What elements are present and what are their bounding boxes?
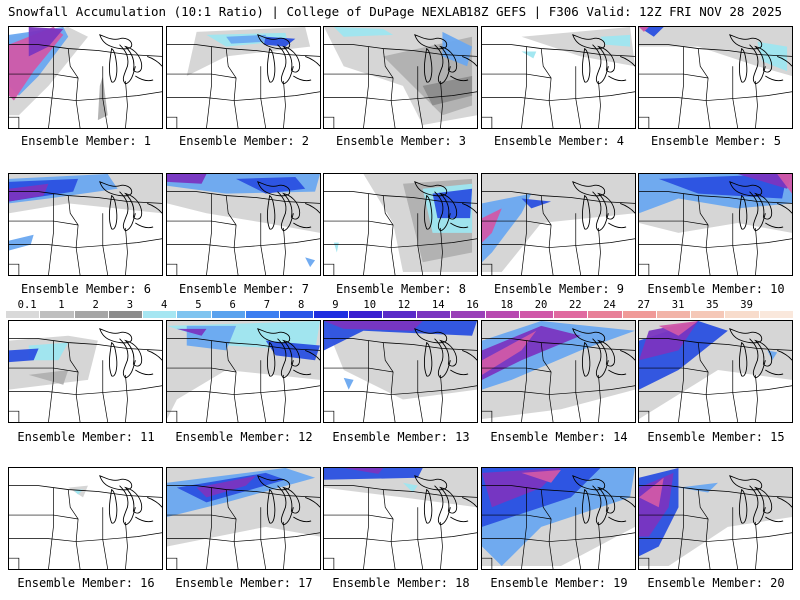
legend-tick-label: 39 — [740, 299, 753, 311]
member-map-10 — [638, 173, 793, 276]
chart-title: Snowfall Accumulation (10:1 Ratio) | Col… — [8, 4, 468, 19]
member-map-8 — [323, 173, 478, 276]
member-map-2 — [166, 26, 321, 129]
legend-swatch — [588, 311, 623, 318]
member-label: Ensemble Member: 12 — [175, 430, 313, 444]
member-map-4 — [481, 26, 636, 129]
member-map-3 — [323, 26, 478, 129]
member-label: Ensemble Member: 11 — [17, 430, 155, 444]
member-label: Ensemble Member: 19 — [490, 576, 628, 590]
legend-tick-label: 0.1 — [17, 299, 37, 311]
legend-swatch — [451, 311, 486, 318]
legend-swatch — [691, 311, 726, 318]
member-map-13 — [323, 320, 478, 423]
member-map-14 — [481, 320, 636, 423]
legend-tick-label: 16 — [466, 299, 479, 311]
legend-tick-label: 18 — [500, 299, 514, 311]
member-label: Ensemble Member: 15 — [647, 430, 785, 444]
legend-swatch — [725, 311, 760, 318]
member-map-19 — [481, 467, 636, 570]
member-map-18 — [323, 467, 478, 570]
member-map-17 — [166, 467, 321, 570]
member-label: Ensemble Member: 9 — [493, 282, 625, 296]
member-label: Ensemble Member: 13 — [332, 430, 470, 444]
member-map-5 — [638, 26, 793, 129]
member-label: Ensemble Member: 1 — [20, 134, 152, 148]
legend-swatch — [177, 311, 212, 318]
legend-tick-label: 2 — [92, 299, 99, 311]
member-map-20 — [638, 467, 793, 570]
legend-swatch — [245, 311, 281, 318]
legend-tick-label: 22 — [568, 299, 582, 311]
legend-tick-label: 1 — [58, 299, 65, 311]
legend-swatch — [74, 311, 109, 318]
legend-tick-label: 27 — [637, 299, 651, 311]
legend-swatch — [485, 311, 520, 318]
legend-swatch — [108, 311, 144, 318]
legend-swatch — [211, 311, 246, 318]
legend-swatch — [314, 311, 349, 318]
member-label: Ensemble Member: 3 — [335, 134, 467, 148]
legend-tick-label: 24 — [603, 299, 616, 311]
legend-tick-label: 10 — [363, 299, 377, 311]
member-map-6 — [8, 173, 163, 276]
member-label: Ensemble Member: 16 — [17, 576, 155, 590]
member-label: Ensemble Member: 8 — [335, 282, 467, 296]
legend-tick-label: 6 — [229, 299, 236, 311]
legend-swatch — [6, 311, 41, 318]
member-map-16 — [8, 467, 163, 570]
legend-swatch — [622, 311, 657, 318]
legend-swatch — [656, 311, 692, 318]
legend-swatch — [382, 311, 418, 318]
legend-tick-label: 5 — [195, 299, 202, 311]
legend-tick-label: 7 — [263, 299, 271, 311]
legend-swatch — [519, 311, 555, 318]
legend-tick-label: 12 — [397, 299, 411, 311]
member-map-1 — [8, 26, 163, 129]
legend-swatch — [280, 311, 315, 318]
legend-tick-label: 3 — [126, 299, 134, 311]
member-map-9 — [481, 173, 636, 276]
legend-swatch — [759, 311, 794, 318]
legend-tick-label: 35 — [706, 299, 719, 311]
member-map-12 — [166, 320, 321, 423]
legend-swatch — [348, 311, 383, 318]
legend-swatch — [417, 311, 452, 318]
legend-swatch — [143, 311, 178, 318]
legend-swatch — [554, 311, 589, 318]
member-label: Ensemble Member: 10 — [647, 282, 785, 296]
member-label: Ensemble Member: 20 — [647, 576, 785, 590]
member-label: Ensemble Member: 2 — [178, 134, 310, 148]
member-label: Ensemble Member: 14 — [490, 430, 628, 444]
member-label: Ensemble Member: 4 — [493, 134, 625, 148]
member-label: Ensemble Member: 6 — [20, 282, 152, 296]
run-valid-time: 18Z GEFS | F306 Valid: 12Z FRI NOV 28 20… — [465, 4, 782, 19]
member-label: Ensemble Member: 7 — [178, 282, 310, 296]
legend-tick-label: 14 — [431, 299, 445, 311]
legend-swatch — [40, 311, 75, 318]
legend-tick-label: 20 — [534, 299, 548, 311]
legend-tick-label: 8 — [298, 299, 305, 311]
member-map-15 — [638, 320, 793, 423]
member-map-7 — [166, 173, 321, 276]
legend-tick-label: 9 — [332, 299, 339, 311]
snowfall-color-legend: 0.1 1 2 3 4 5 6 7 8 9 10 12 14 16 18 20 22 24 27 31 35 39 — [6, 299, 794, 318]
member-label: Ensemble Member: 17 — [175, 576, 313, 590]
member-label: Ensemble Member: 5 — [650, 134, 782, 148]
member-map-11 — [8, 320, 163, 423]
member-label: Ensemble Member: 18 — [332, 576, 470, 590]
legend-tick-label: 31 — [671, 299, 685, 311]
legend-tick-label: 4 — [161, 299, 168, 311]
